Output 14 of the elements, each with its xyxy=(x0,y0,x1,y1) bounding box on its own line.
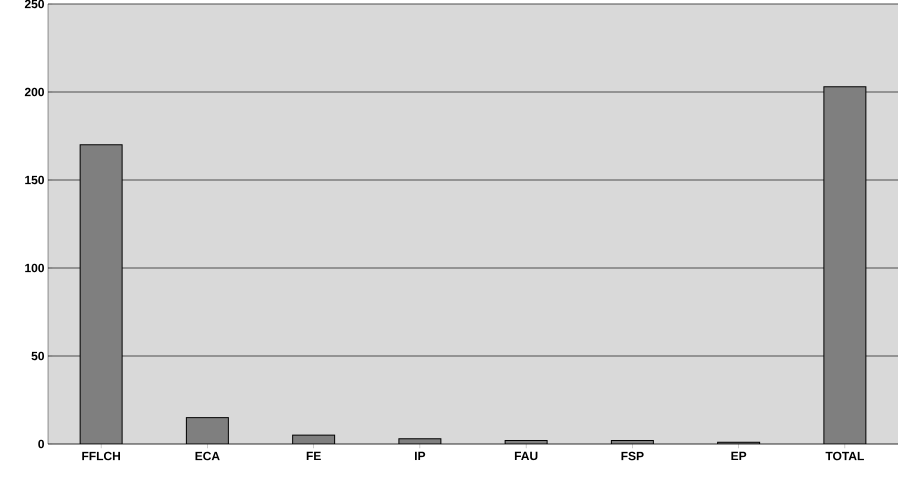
x-tick-label: EP xyxy=(731,452,746,460)
x-tick-label: IP xyxy=(415,452,426,460)
x-tick-label: ECA xyxy=(196,452,220,460)
x-tick-label: FSP xyxy=(622,452,644,460)
x-tick-label: TOTAL xyxy=(826,452,864,460)
y-tick-label: 100 xyxy=(25,264,44,272)
y-tick-label: 150 xyxy=(25,176,44,184)
y-tick-label: 50 xyxy=(32,352,44,360)
x-tick-label: FFLCH xyxy=(82,452,120,460)
y-tick-label: 200 xyxy=(24,88,44,96)
x-tick-label: FE xyxy=(306,452,321,460)
x-tick-label: FAU xyxy=(514,452,538,460)
y-tick-label: 250 xyxy=(24,0,44,8)
y-tick-label: 0 xyxy=(38,440,44,448)
